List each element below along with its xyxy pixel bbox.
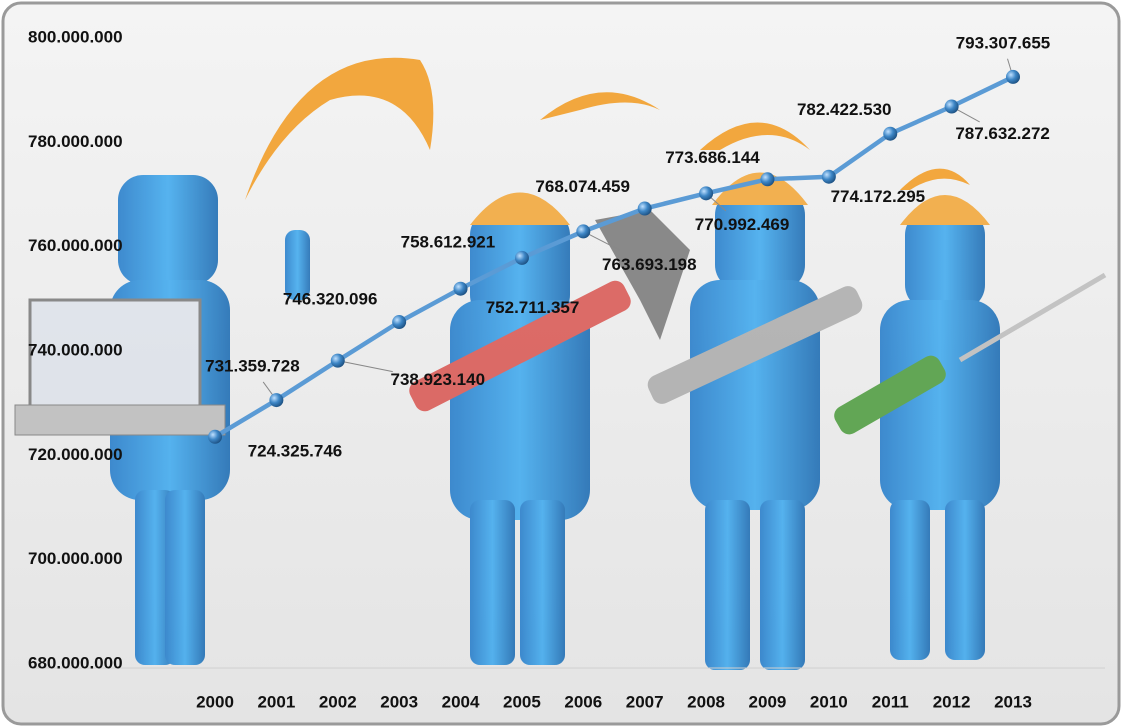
line bbox=[213, 74, 1014, 439]
x-tick-label: 2008 bbox=[687, 692, 725, 711]
marker bbox=[269, 393, 284, 408]
marker bbox=[944, 99, 959, 114]
value-label: 770.992.469 bbox=[695, 215, 790, 234]
marker bbox=[883, 126, 898, 141]
x-tick-label: 2009 bbox=[749, 692, 787, 711]
value-label: 752.711.357 bbox=[486, 298, 580, 317]
y-tick-label: 780.000.000 bbox=[28, 132, 123, 151]
value-label: 774.172.295 bbox=[831, 187, 926, 206]
marker bbox=[637, 201, 652, 216]
marker bbox=[699, 186, 714, 201]
value-label: 738.923.140 bbox=[390, 370, 485, 389]
marker bbox=[821, 169, 836, 184]
leader-line bbox=[337, 360, 393, 373]
x-tick-label: 2001 bbox=[257, 692, 295, 711]
x-tick-label: 2005 bbox=[503, 692, 541, 711]
marker bbox=[514, 250, 529, 265]
y-tick-label: 800.000.000 bbox=[28, 27, 123, 46]
marker bbox=[208, 429, 222, 444]
value-label: 746.320.096 bbox=[283, 290, 378, 309]
x-tick-label: 2012 bbox=[933, 692, 971, 711]
x-tick-label: 2010 bbox=[810, 692, 848, 711]
value-label: 793.307.655 bbox=[956, 33, 1051, 52]
marker bbox=[760, 172, 775, 187]
value-label: 731.359.728 bbox=[205, 357, 300, 376]
x-tick-label: 2004 bbox=[442, 692, 480, 711]
value-label: 782.422.530 bbox=[797, 100, 892, 119]
value-label: 763.693.198 bbox=[602, 255, 697, 274]
value-label: 768.074.459 bbox=[535, 177, 630, 196]
x-tick-label: 2006 bbox=[564, 692, 602, 711]
value-label: 724.325.746 bbox=[248, 441, 343, 460]
marker bbox=[330, 353, 345, 368]
marker bbox=[576, 224, 591, 239]
marker bbox=[1006, 69, 1020, 84]
value-label: 758.612.921 bbox=[401, 232, 496, 251]
marker bbox=[453, 281, 468, 296]
y-tick-label: 680.000.000 bbox=[28, 653, 123, 672]
background-art bbox=[14, 57, 1107, 670]
value-label: 787.632.272 bbox=[955, 124, 1050, 143]
y-tick-label: 700.000.000 bbox=[28, 549, 123, 568]
marker bbox=[392, 315, 407, 330]
y-tick-label: 720.000.000 bbox=[28, 445, 123, 464]
x-tick-label: 2003 bbox=[380, 692, 418, 711]
x-tick-label: 2007 bbox=[626, 692, 664, 711]
x-tick-label: 2011 bbox=[872, 692, 909, 711]
x-tick-label: 2013 bbox=[994, 692, 1032, 711]
y-tick-label: 740.000.000 bbox=[28, 340, 123, 359]
y-tick-label: 760.000.000 bbox=[28, 236, 123, 255]
value-label: 773.686.144 bbox=[665, 148, 760, 167]
x-tick-label: 2000 bbox=[196, 692, 234, 711]
x-tick-label: 2002 bbox=[319, 692, 357, 711]
